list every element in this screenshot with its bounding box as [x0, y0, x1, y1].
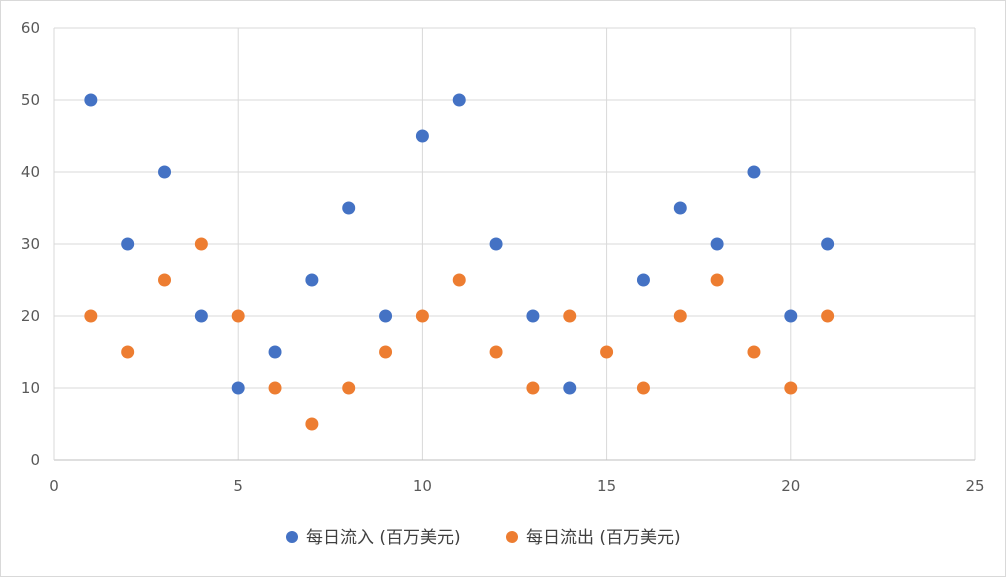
outflow-point — [305, 417, 319, 431]
y-tick-label: 0 — [30, 451, 40, 469]
inflow-point — [673, 201, 687, 215]
inflow-point — [305, 273, 319, 287]
outflow-point — [600, 345, 614, 359]
inflow-point — [342, 201, 356, 215]
outflow-point — [563, 309, 577, 323]
outflow-point — [158, 273, 172, 287]
x-tick-labels: 0 5 10 15 20 25 — [49, 477, 984, 495]
legend-label-inflow: 每日流入 (百万美元) — [306, 528, 461, 548]
outflow-point — [379, 345, 393, 359]
outflow-point — [268, 381, 282, 395]
inflow-point — [268, 345, 282, 359]
outflow-point — [452, 273, 466, 287]
inflow-point — [563, 381, 577, 395]
inflow-point — [231, 381, 245, 395]
y-tick-label: 30 — [21, 235, 40, 253]
y-tick-label: 40 — [21, 163, 40, 181]
outflow-point — [231, 309, 245, 323]
y-tick-label: 50 — [21, 91, 40, 109]
outflow-point — [710, 273, 724, 287]
inflow-point — [636, 273, 650, 287]
inflow-point — [452, 93, 466, 107]
gridlines — [54, 27, 976, 461]
x-tick-label: 15 — [597, 477, 616, 495]
axes — [53, 28, 975, 461]
outflow-point — [194, 237, 208, 251]
inflow-point — [158, 165, 172, 179]
x-tick-label: 20 — [781, 477, 800, 495]
inflow-point — [526, 309, 540, 323]
outflow-point — [84, 309, 98, 323]
inflow-point — [379, 309, 393, 323]
x-tick-label: 10 — [413, 477, 432, 495]
inflow-point — [84, 93, 98, 107]
inflow-point — [415, 129, 429, 143]
outflow-point — [121, 345, 135, 359]
x-tick-label: 5 — [233, 477, 243, 495]
outflow-point — [342, 381, 356, 395]
outflow-point — [415, 309, 429, 323]
legend: 每日流入 (百万美元) 每日流出 (百万美元) — [286, 528, 681, 548]
inflow-point — [194, 309, 208, 323]
inflow-point — [710, 237, 724, 251]
outflow-point — [821, 309, 835, 323]
y-tick-label: 20 — [21, 307, 40, 325]
inflow-point — [747, 165, 761, 179]
outflow-point — [526, 381, 540, 395]
legend-marker-outflow — [506, 531, 518, 543]
x-tick-label: 25 — [965, 477, 984, 495]
legend-label-outflow: 每日流出 (百万美元) — [526, 528, 681, 548]
inflow-point — [121, 237, 135, 251]
y-tick-labels: 0 10 20 30 40 50 60 — [21, 19, 40, 469]
inflow-point — [489, 237, 503, 251]
outflow-point — [489, 345, 503, 359]
y-tick-label: 10 — [21, 379, 40, 397]
outflow-point — [747, 345, 761, 359]
outflow-point — [784, 381, 798, 395]
y-tick-label: 60 — [21, 19, 40, 37]
inflow-point — [821, 237, 835, 251]
x-tick-label: 0 — [49, 477, 59, 495]
legend-marker-inflow — [286, 531, 298, 543]
outflow-point — [636, 381, 650, 395]
outflow-point — [673, 309, 687, 323]
data-points — [84, 93, 835, 431]
inflow-point — [784, 309, 798, 323]
